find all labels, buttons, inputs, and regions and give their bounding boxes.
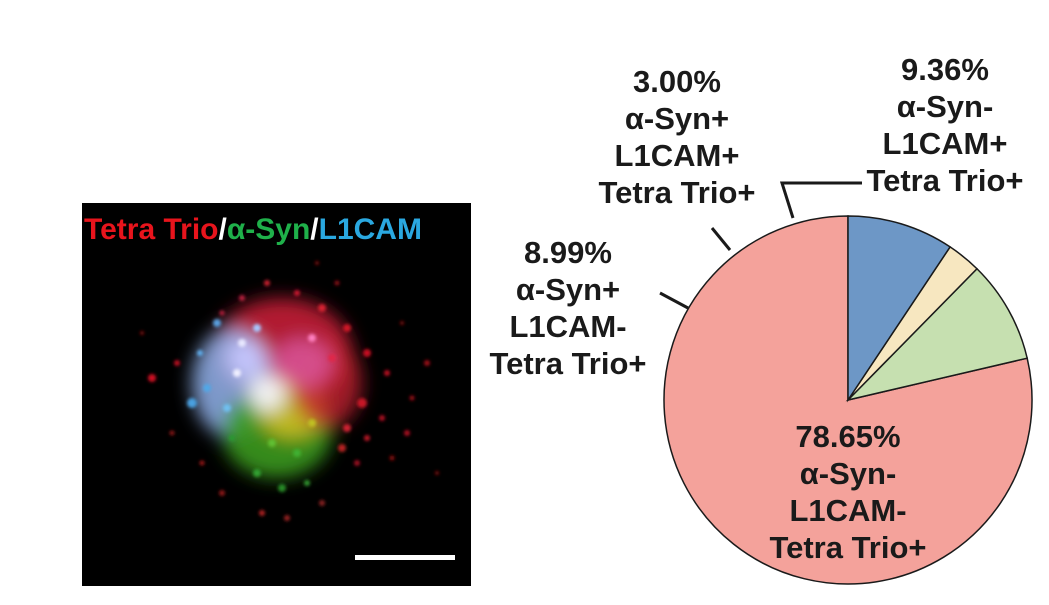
leader-line <box>710 227 732 251</box>
pie-slice-label: 3.00% α-Syn+ L1CAM+ Tetra Trio+ <box>567 63 787 211</box>
legend-separator: / <box>218 213 227 246</box>
micrograph-speckles <box>140 261 439 521</box>
slice-percent: 8.99% <box>524 235 612 270</box>
micrograph-legend: Tetra Trio/α-Syn/L1CAM <box>84 213 422 247</box>
slice-category-line: α-Syn+ <box>515 272 621 307</box>
legend-a-syn: α-Syn <box>226 213 311 246</box>
slice-percent: 9.36% <box>901 52 989 87</box>
slice-category-line: Tetra Trio+ <box>598 175 756 210</box>
scale-bar <box>355 555 455 560</box>
slice-category-line: Tetra Trio+ <box>769 530 927 565</box>
legend-tetra-trio: Tetra Trio <box>84 213 219 246</box>
slice-category-line: L1CAM- <box>789 493 907 528</box>
pie-slice <box>845 267 1029 402</box>
leader-line <box>659 291 689 310</box>
slice-category-line: Tetra Trio+ <box>489 346 647 381</box>
slice-category-line: α-Syn- <box>896 89 994 124</box>
legend-separator: / <box>310 213 319 246</box>
micrograph-panel: Tetra Trio/α-Syn/L1CAM <box>82 203 471 586</box>
micrograph-image <box>140 261 439 521</box>
slice-category-line: Tetra Trio+ <box>866 163 1024 198</box>
pie-slice-label: 9.36% α-Syn- L1CAM+ Tetra Trio+ <box>835 51 1049 199</box>
slice-category-line: L1CAM- <box>509 309 627 344</box>
slice-percent: 78.65% <box>795 419 901 454</box>
pie-slice-label: 78.65% α-Syn- L1CAM- Tetra Trio+ <box>738 418 958 566</box>
slice-percent: 3.00% <box>633 64 721 99</box>
slice-category-line: L1CAM+ <box>882 126 1008 161</box>
pie-slice-label: 8.99% α-Syn+ L1CAM- Tetra Trio+ <box>458 234 678 382</box>
legend-l1cam: L1CAM <box>318 213 422 246</box>
slice-category-line: L1CAM+ <box>614 138 740 173</box>
slice-category-line: α-Syn- <box>799 456 897 491</box>
slice-category-line: α-Syn+ <box>624 101 730 136</box>
pie-slice <box>847 215 952 403</box>
leader-line <box>779 181 862 219</box>
